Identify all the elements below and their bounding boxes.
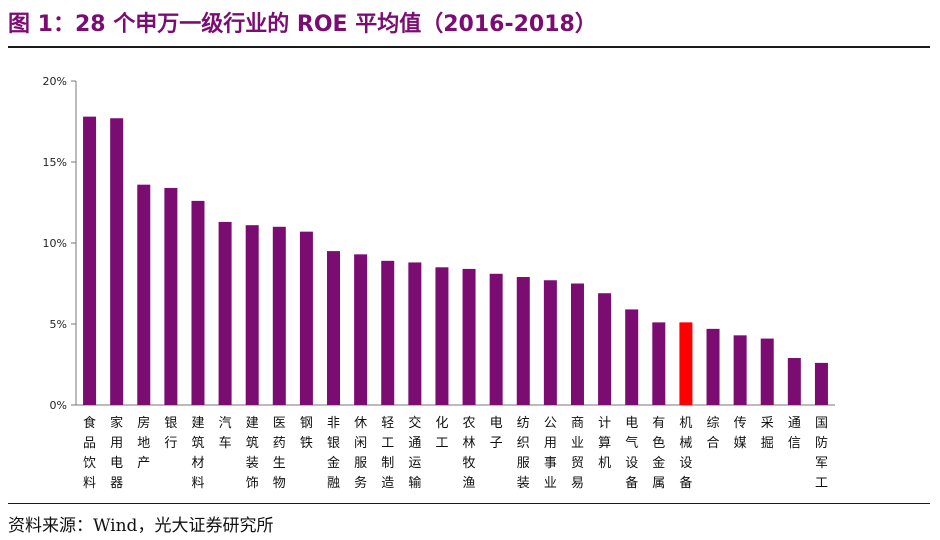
- bar: [381, 260, 395, 405]
- bar: [489, 273, 503, 405]
- x-tick-label: 农林牧渔: [463, 416, 476, 491]
- x-tick-label: 轻工制造: [381, 416, 394, 491]
- x-tick-label: 休闲服务: [354, 416, 367, 491]
- bar: [272, 226, 286, 405]
- y-axis: 0% 5% 10% 15% 20%: [43, 75, 835, 412]
- x-tick-label: 综合: [707, 416, 720, 451]
- bar: [191, 200, 205, 405]
- y-tick-label: 10%: [43, 237, 67, 250]
- bar: [760, 338, 774, 405]
- x-tick-label: 医药生物: [273, 416, 286, 491]
- x-tick-label: 商业贸易: [571, 416, 584, 491]
- bar: [462, 268, 476, 405]
- bar: [164, 187, 178, 405]
- source-note: 资料来源：Wind，光大证券研究所: [8, 516, 274, 536]
- source-divider: [8, 503, 930, 504]
- x-tick-label: 钢铁: [300, 416, 313, 451]
- bar: [625, 309, 639, 405]
- bar: [137, 184, 151, 405]
- x-tick-label: 国防军工: [815, 416, 828, 491]
- bar: [543, 280, 557, 405]
- x-tick-label: 纺织服装: [517, 416, 530, 491]
- y-tick-label: 0%: [50, 399, 67, 412]
- y-tick-label: 15%: [43, 156, 67, 169]
- bar: [733, 335, 747, 405]
- x-tick-label: 建筑材料: [191, 416, 204, 491]
- y-tick-label: 5%: [50, 318, 67, 331]
- bar: [354, 254, 368, 405]
- bar-chart: 0% 5% 10% 15% 20% 食品饮料 家用电器 房地产 银行 建筑材料 汽车 建筑装饰 医药生…: [43, 75, 835, 491]
- bar: [83, 116, 97, 405]
- x-tick-label: 化工: [435, 416, 448, 451]
- x-tick-label: 有色金属: [652, 416, 665, 491]
- bar: [598, 293, 612, 405]
- x-tick-label: 公用事业: [544, 416, 557, 491]
- x-tick-label: 交通运输: [408, 415, 421, 491]
- x-tick-label: 汽车: [219, 416, 232, 451]
- bar: [570, 283, 584, 405]
- x-axis-labels: 食品饮料 家用电器 房地产 银行 建筑材料 汽车 建筑装饰 医药生物 钢铁 非银金融 休闲服务 轻工制…: [83, 415, 828, 491]
- bar: [516, 277, 530, 405]
- bar: [218, 221, 232, 405]
- x-tick-label: 建筑装饰: [246, 416, 259, 491]
- x-tick-label: 电子: [490, 416, 503, 451]
- bar: [706, 328, 720, 405]
- x-tick-label: 通信: [788, 416, 801, 451]
- bar: [814, 362, 828, 405]
- bar: [408, 262, 422, 405]
- x-tick-label: 非银金融: [327, 416, 340, 491]
- chart-title: 图 1：28 个申万一级行业的 ROE 平均值（2016-2018）: [8, 12, 597, 37]
- y-tick-label: 20%: [43, 75, 67, 88]
- title-divider: [8, 46, 930, 48]
- x-tick-label: 采掘: [761, 416, 774, 451]
- bar: [110, 118, 124, 405]
- x-tick-label: 家用电器: [110, 415, 123, 491]
- bar: [679, 322, 693, 405]
- x-tick-label: 食品饮料: [83, 415, 96, 491]
- x-tick-label: 银行: [164, 416, 177, 451]
- bar: [787, 358, 801, 405]
- x-tick-label: 传媒: [734, 416, 747, 451]
- bars: [83, 116, 828, 405]
- bar: [245, 225, 259, 405]
- bar: [652, 322, 666, 405]
- x-tick-label: 计算机: [598, 416, 611, 471]
- x-tick-label: 电气设备: [625, 416, 638, 491]
- x-tick-label: 机械设备: [679, 416, 692, 491]
- bar: [299, 231, 313, 405]
- bar: [327, 251, 341, 405]
- bar: [435, 267, 449, 405]
- x-tick-label: 房地产: [137, 415, 150, 471]
